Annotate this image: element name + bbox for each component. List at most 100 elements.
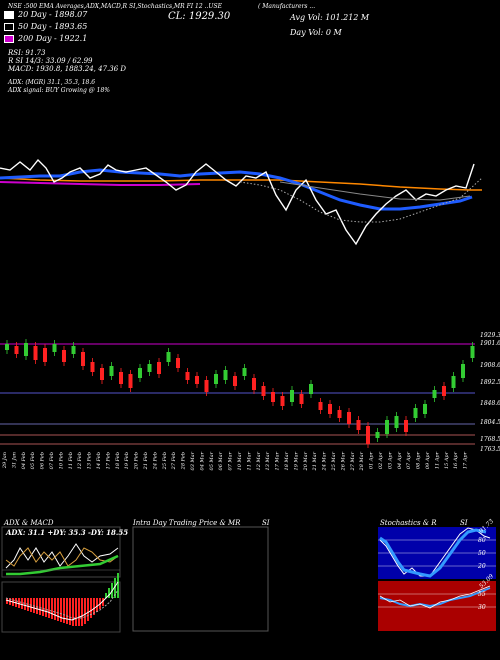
date-tick: 28 Mar xyxy=(359,451,365,471)
candle-body xyxy=(52,344,57,352)
candle-body xyxy=(62,350,66,362)
date-tick: 06 Mar xyxy=(218,451,224,470)
rsi-box xyxy=(378,581,496,631)
candle-body xyxy=(109,366,114,376)
ema-grey-line xyxy=(279,181,471,201)
candle-body xyxy=(394,416,399,428)
candle-body xyxy=(185,372,190,380)
macd-bar xyxy=(93,598,95,615)
date-tick: 07 Apr xyxy=(406,451,412,469)
date-tick: 21 Feb xyxy=(143,452,149,470)
ema200-label: 200 Day - 1922.1 xyxy=(18,34,88,43)
candle-body xyxy=(328,404,332,414)
macd-signal xyxy=(5,589,119,619)
intraday-box xyxy=(132,526,269,632)
date-tick: 12 Mar xyxy=(256,451,262,470)
date-tick: 18 Feb xyxy=(115,452,121,469)
stoch-d-line xyxy=(379,528,487,578)
candle-body xyxy=(356,420,361,430)
date-tick: 25 Mar xyxy=(331,451,337,471)
candle-body xyxy=(128,374,133,388)
date-tick: 21 Mar xyxy=(312,451,318,471)
price-tick: 1929.30 xyxy=(480,332,500,339)
date-tick: 28 Feb xyxy=(181,452,187,470)
candle-body xyxy=(385,420,389,434)
macd-bar xyxy=(90,598,92,618)
candle-body xyxy=(261,386,266,396)
date-tick: 20 Feb xyxy=(134,452,140,470)
candle-body xyxy=(347,412,351,424)
macd-bar xyxy=(48,598,50,618)
macd-bar xyxy=(66,598,68,624)
date-tick: 07 Feb xyxy=(49,452,55,469)
date-tick: 11 Mar xyxy=(246,451,252,470)
date-tick: 16 Apr xyxy=(453,451,459,469)
macd-bar xyxy=(69,598,71,625)
rsi-axis-55: 55 xyxy=(478,591,486,598)
macd-bar xyxy=(102,598,104,606)
date-tick: 17 Apr xyxy=(463,451,469,469)
date-tick: 11 Feb xyxy=(68,452,74,469)
macd-bar xyxy=(42,598,44,616)
candle-body xyxy=(242,368,247,376)
adx-line-b xyxy=(5,547,119,567)
adx-values: ADX: 31.1 +DY: 35.3 -DY: 18.55 xyxy=(6,528,129,537)
candle-body xyxy=(176,358,180,368)
date-tick: 10 Feb xyxy=(58,452,64,469)
price-axis: 1929.301901.63 1908.64 1892.52 1848.63 1804.… xyxy=(480,332,500,453)
price-tick: 1901.63 xyxy=(480,340,500,347)
date-tick: 09 Apr xyxy=(425,451,431,469)
candle-body xyxy=(337,410,342,418)
macd-line xyxy=(5,581,119,621)
candle-body xyxy=(252,378,256,390)
date-tick: 20 Mar xyxy=(303,451,309,471)
ema200-swatch xyxy=(4,34,14,43)
candle-body xyxy=(423,404,427,414)
candle-body xyxy=(223,370,228,380)
price-tick: 1848.63 xyxy=(480,400,500,407)
date-tick: 19 Feb xyxy=(124,452,130,469)
candle-body xyxy=(366,426,370,444)
macd-bar xyxy=(78,598,80,626)
price-tick: 1892.52 xyxy=(480,379,500,386)
macd-bar xyxy=(114,578,116,598)
macd-bar xyxy=(21,598,23,609)
adx-line-c xyxy=(6,554,119,576)
candle-body xyxy=(195,376,199,384)
candle-body xyxy=(309,384,313,394)
date-tick: 07 Mar xyxy=(228,451,234,470)
macd-bar xyxy=(84,598,86,624)
ema20-swatch xyxy=(4,10,14,19)
candle-body xyxy=(214,374,218,384)
candlesticks xyxy=(5,339,475,448)
macd-bar xyxy=(54,598,56,620)
candle-body xyxy=(100,368,104,380)
date-tick: 29 Jan xyxy=(2,452,8,469)
adx-readout: ADX: (MGR) 31.1, 35.3, 18.6 xyxy=(8,79,96,86)
macd-bar xyxy=(81,598,83,626)
macd-bar xyxy=(6,598,8,604)
date-tick: 19 Mar xyxy=(293,451,299,470)
ema50-swatch xyxy=(4,22,14,31)
candle-body xyxy=(14,346,19,354)
macd-bar xyxy=(24,598,26,610)
legend-ema200: 200 Day - 1922.1 xyxy=(4,34,87,43)
price-tick: 1763.55 xyxy=(480,446,500,453)
date-tick: 17 Mar xyxy=(275,451,281,470)
date-tick: 14 Feb xyxy=(96,452,102,469)
candle-body xyxy=(233,376,237,386)
candle-body xyxy=(442,386,446,396)
date-tick: 17 Feb xyxy=(105,452,111,469)
macd-bar xyxy=(72,598,74,626)
date-tick: 05 Mar xyxy=(209,451,215,470)
date-tick: 13 Feb xyxy=(87,452,93,469)
candle-body xyxy=(375,432,380,438)
ema50-line xyxy=(0,168,473,211)
candle-body xyxy=(290,390,294,402)
date-tick: 18 Mar xyxy=(284,451,290,470)
candle-body xyxy=(71,346,76,354)
macd-bar xyxy=(117,573,119,598)
stoch-axis-50: 50 xyxy=(478,550,486,557)
date-tick: 10 Mar xyxy=(237,451,243,470)
macd-bar xyxy=(75,598,77,626)
